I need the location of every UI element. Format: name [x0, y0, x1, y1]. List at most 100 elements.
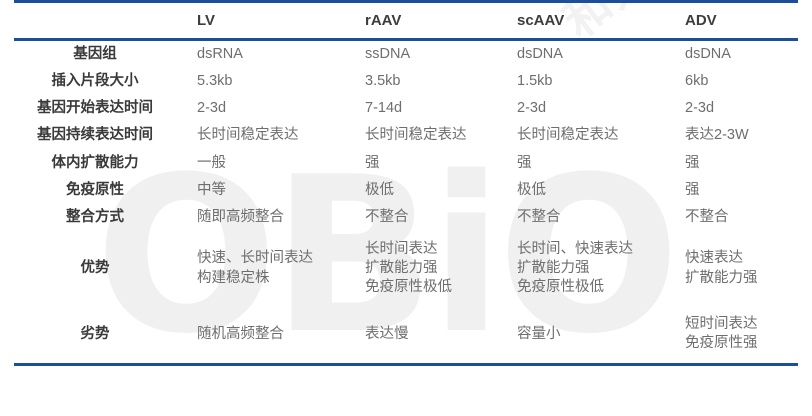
- table-row: 免疫原性 中等 极低 极低 强: [14, 177, 798, 204]
- table-row: 体内扩散能力 一般 强 强 强: [14, 150, 798, 177]
- table-cell: 表达慢: [354, 306, 506, 366]
- cell-line: 表达慢: [365, 325, 409, 342]
- table-cell: 3.5kb: [354, 68, 506, 95]
- table-cell: 不整合: [354, 204, 506, 231]
- cell-line: 强: [517, 154, 532, 171]
- cell-line: 强: [685, 181, 700, 198]
- table-row: 劣势 随机高频整合 表达慢 容量小 短时间表达免疫原性强: [14, 306, 798, 366]
- cell-line: 构建稳定株: [197, 269, 270, 286]
- row-label: 插入片段大小: [51, 73, 139, 90]
- row-label: 基因开始表达时间: [37, 100, 153, 117]
- cell-line: 随机高频整合: [197, 325, 284, 342]
- table-cell: dsDNA: [674, 40, 798, 69]
- cell-line: 免疫原性强: [685, 335, 758, 352]
- row-label: 体内扩散能力: [51, 154, 139, 171]
- cell-line: 2-3d: [517, 100, 547, 117]
- table-cell: 极低: [506, 177, 674, 204]
- table-cell: 强: [674, 177, 798, 204]
- cell-line: 2-3d: [685, 100, 715, 117]
- table-cell: 一般: [186, 150, 354, 177]
- cell-line: 长时间、快速表达: [517, 240, 633, 257]
- cell-line: 快速、长时间表达: [197, 250, 313, 267]
- cell-line: 2-3d: [197, 100, 227, 117]
- table-cell: 长时间稳定表达: [506, 122, 674, 149]
- cell-line: 扩散能力强: [685, 269, 758, 286]
- header-cell-adv: ADV: [674, 0, 798, 41]
- row-label: 劣势: [14, 306, 186, 366]
- cell-line: 免疫原性极低: [365, 279, 452, 296]
- table-row: 基因开始表达时间 2-3d 7-14d 2-3d 2-3d: [14, 95, 798, 122]
- cell-line: 7-14d: [365, 100, 403, 117]
- table-cell: 长时间、快速表达 扩散能力强免疫原性极低: [506, 231, 674, 306]
- table-cell: 快速、长时间表达 构建稳定株: [186, 231, 354, 306]
- table-cell: 2-3d: [186, 95, 354, 122]
- table-cell: 7-14d: [354, 95, 506, 122]
- row-label: 免疫原性: [66, 181, 124, 198]
- cell-line: 长时间表达: [365, 240, 438, 257]
- table-row: 基因持续表达时间 长时间稳定表达 长时间稳定表达 长时间稳定表达 表达2-3W: [14, 122, 798, 149]
- table-cell: 2-3d: [506, 95, 674, 122]
- table-cell: 不整合: [674, 204, 798, 231]
- table-cell: 随机高频整合: [186, 306, 354, 366]
- row-label: 基因持续表达时间: [37, 127, 153, 144]
- table-cell: 1.5kb: [506, 68, 674, 95]
- table-cell: 长时间稳定表达: [186, 122, 354, 149]
- table-cell: 快速表达 扩散能力强: [674, 231, 798, 306]
- table-cell: 容量小: [506, 306, 674, 366]
- cell-line: 长时间稳定表达: [365, 127, 467, 144]
- cell-line: 一般: [197, 154, 226, 171]
- header-cell-lv: LV: [186, 0, 354, 41]
- table-cell: 强: [506, 150, 674, 177]
- cell-line: dsDNA: [685, 46, 731, 62]
- cell-line: 免疫原性极低: [517, 279, 604, 296]
- cell-line: 3.5kb: [365, 73, 401, 90]
- cell-line: 长时间稳定表达: [517, 127, 619, 144]
- table-cell: 随即高频整合: [186, 204, 354, 231]
- cell-line: 扩散能力强: [517, 260, 590, 276]
- cell-line: dsDNA: [517, 46, 563, 62]
- vector-comparison-table: LV rAAV scAAV ADV 基因组 dsRNA ssDNA dsDNA dsDN…: [14, 0, 798, 366]
- table-cell: 强: [674, 150, 798, 177]
- row-label: 基因组: [73, 46, 117, 62]
- header-cell-scaav: scAAV: [506, 0, 674, 41]
- header-cell-blank: [14, 0, 186, 41]
- table-cell: dsRNA: [186, 40, 354, 69]
- table-row: 整合方式 随即高频整合 不整合 不整合 不整合: [14, 204, 798, 231]
- header-cell-raav: rAAV: [354, 0, 506, 41]
- cell-line: 随即高频整合: [197, 208, 284, 225]
- cell-line: 极低: [517, 181, 546, 198]
- cell-line: 短时间表达: [685, 316, 758, 333]
- cell-line: 表达2-3W: [685, 127, 749, 144]
- cell-line: 快速表达: [685, 250, 743, 267]
- row-label: 优势: [80, 260, 110, 276]
- cell-line: dsRNA: [197, 46, 243, 62]
- table-cell: 表达2-3W: [674, 122, 798, 149]
- table-row: 插入片段大小 5.3kb 3.5kb 1.5kb 6kb: [14, 68, 798, 95]
- table-header: LV rAAV scAAV ADV: [14, 0, 798, 41]
- table-cell: 极低: [354, 177, 506, 204]
- cell-line: 不整合: [685, 208, 729, 225]
- row-label: 整合方式: [66, 208, 124, 225]
- table-cell: 6kb: [674, 68, 798, 95]
- cell-line: 长时间稳定表达: [197, 127, 299, 144]
- cell-line: 极低: [365, 181, 394, 198]
- cell-line: 6kb: [685, 73, 709, 90]
- table-cell: 长时间稳定表达: [354, 122, 506, 149]
- cell-line: 1.5kb: [517, 73, 553, 90]
- table-row: 基因组 dsRNA ssDNA dsDNA dsDNA: [14, 40, 798, 69]
- cell-line: 不整合: [517, 208, 561, 225]
- cell-line: 不整合: [365, 208, 409, 225]
- header-row: LV rAAV scAAV ADV: [14, 0, 798, 41]
- cell-line: 强: [685, 154, 700, 171]
- cell-line: 扩散能力强: [365, 260, 438, 276]
- comparison-table-container: LV rAAV scAAV ADV 基因组 dsRNA ssDNA dsDNA dsDN…: [14, 0, 798, 416]
- table-cell: dsDNA: [506, 40, 674, 69]
- table-cell: 不整合: [506, 204, 674, 231]
- cell-line: 5.3kb: [197, 73, 233, 90]
- cell-line: 容量小: [517, 325, 561, 342]
- table-cell: 5.3kb: [186, 68, 354, 95]
- cell-line: ssDNA: [365, 46, 411, 62]
- table-body: 基因组 dsRNA ssDNA dsDNA dsDNA 插入片段大小 5.3kb 3.5kb 1…: [14, 40, 798, 366]
- table-row: 优势 快速、长时间表达 构建稳定株 长时间表达 扩散能力强 免疫原性极低 长时间、快速表达扩…: [14, 231, 798, 306]
